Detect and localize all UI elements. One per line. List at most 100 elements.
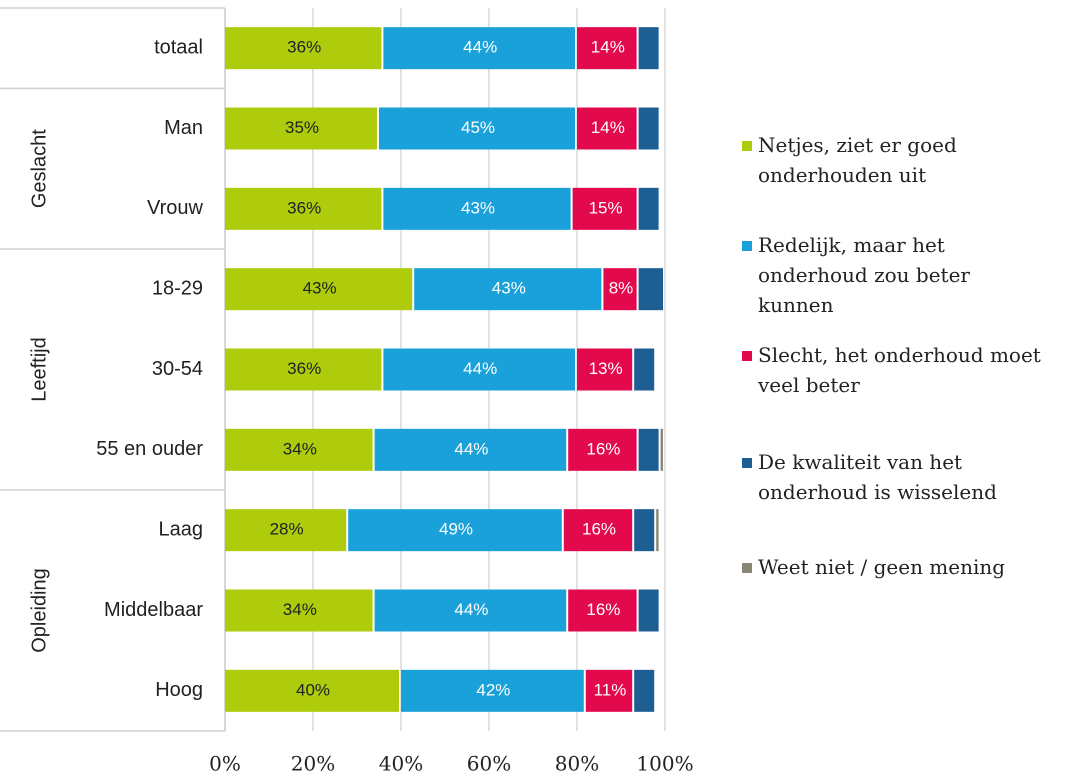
- x-tick-label: 80%: [555, 752, 599, 773]
- bar-segment: [568, 589, 637, 632]
- legend-label: De kwaliteit van het onderhoud is wissel…: [758, 450, 997, 504]
- legend-swatch: [742, 141, 752, 151]
- data-label: 11%: [594, 680, 627, 699]
- bar-segment: [634, 348, 655, 391]
- data-label: 16%: [586, 439, 620, 458]
- bar-segment: [383, 348, 575, 391]
- bar-segment: [414, 268, 602, 311]
- bar-segment: [401, 669, 584, 712]
- bar-segment: [225, 268, 413, 311]
- data-label: 42%: [476, 680, 510, 699]
- data-label: 43%: [492, 279, 526, 298]
- data-label: 14%: [591, 118, 625, 137]
- x-tick-label: 20%: [291, 752, 335, 773]
- y-tick-label: Vrouw: [147, 197, 204, 219]
- bar-segment: [634, 669, 655, 712]
- data-label: 34%: [283, 439, 317, 458]
- data-label: 15%: [589, 198, 623, 217]
- legend-swatch: [742, 563, 752, 573]
- data-label: 16%: [582, 520, 616, 539]
- data-label: 36%: [287, 38, 321, 57]
- bar-segment: [577, 27, 637, 70]
- data-label: 16%: [586, 600, 620, 619]
- bar-segment: [225, 428, 373, 471]
- bar-segment: [383, 27, 575, 70]
- x-tick-label: 100%: [636, 752, 693, 773]
- bar-segment: [577, 107, 637, 150]
- bar-segment: [638, 428, 659, 471]
- data-label: 43%: [303, 279, 337, 298]
- bar-segment: [225, 509, 347, 552]
- bar-segment: [638, 187, 659, 230]
- y-tick-label: 18-29: [152, 277, 203, 299]
- legend-swatch: [742, 458, 752, 468]
- bar-segment: [374, 428, 567, 471]
- data-label: 34%: [283, 600, 317, 619]
- data-label: 36%: [287, 198, 321, 217]
- x-tick-label: 40%: [379, 752, 423, 773]
- data-label: 44%: [463, 359, 497, 378]
- legend-item: Weet niet / geen mening: [742, 552, 1048, 582]
- bar-segment: [383, 187, 571, 230]
- legend-item: Slecht, het onderhoud moet veel beter: [742, 340, 1048, 400]
- group-label: Leeftijd: [28, 337, 50, 402]
- bar-segment: [634, 509, 655, 552]
- legend-swatch: [742, 241, 752, 251]
- y-tick-label: Man: [164, 117, 203, 139]
- y-tick-label: 55 en ouder: [96, 438, 203, 460]
- bar-segment: [638, 268, 663, 311]
- x-tick-label: 0%: [209, 752, 241, 773]
- bar-segment: [563, 509, 633, 552]
- bar-segment: [660, 428, 663, 471]
- data-label: 44%: [463, 38, 497, 57]
- y-tick-label: Laag: [159, 518, 204, 540]
- bar-segment: [572, 187, 637, 230]
- data-label: 45%: [461, 118, 495, 137]
- legend-swatch: [742, 351, 752, 361]
- data-label: 44%: [454, 600, 488, 619]
- y-tick-label: Middelbaar: [104, 599, 203, 621]
- bar-segment: [225, 348, 382, 391]
- data-label: 35%: [285, 118, 319, 137]
- data-label: 49%: [439, 520, 473, 539]
- group-label: Geslacht: [28, 129, 50, 208]
- bar-segment: [225, 669, 399, 712]
- data-label: 13%: [589, 359, 623, 378]
- data-label: 14%: [591, 38, 625, 57]
- legend-label: Redelijk, maar het onderhoud zou beter k…: [758, 233, 970, 317]
- y-tick-label: 30-54: [152, 358, 203, 380]
- legend-label: Netjes, ziet er goed onderhouden uit: [758, 133, 957, 187]
- data-label: 43%: [461, 198, 495, 217]
- group-label: Opleiding: [28, 568, 50, 653]
- bar-segment: [603, 268, 637, 311]
- data-label: 44%: [454, 439, 488, 458]
- chart: 0% 20% 40% 60% 80% 100% Geslacht Leeftijd Opleid…: [0, 7, 694, 773]
- legend-item: Redelijk, maar het onderhoud zou beter k…: [742, 230, 1048, 320]
- bar-segment: [225, 107, 377, 150]
- legend-label: Weet niet / geen mening: [758, 555, 1006, 579]
- legend-label: Slecht, het onderhoud moet veel beter: [758, 343, 1041, 397]
- bar-segment: [638, 589, 659, 632]
- bar-segment: [577, 348, 633, 391]
- bar-segment: [568, 428, 637, 471]
- bar-segment: [348, 509, 562, 552]
- bar-segment: [225, 187, 382, 230]
- y-tick-label: totaal: [154, 36, 203, 58]
- y-tick-label: Hoog: [155, 679, 203, 701]
- bar-segment: [225, 27, 382, 70]
- data-label: 28%: [270, 520, 304, 539]
- legend-item: De kwaliteit van het onderhoud is wissel…: [742, 447, 1048, 507]
- bar-segment: [638, 107, 659, 150]
- data-label: 8%: [609, 279, 634, 298]
- legend-item: Netjes, ziet er goed onderhouden uit: [742, 130, 1048, 190]
- bar-segment: [379, 107, 575, 150]
- bar-segment: [656, 509, 659, 552]
- bar-segment: [225, 589, 373, 632]
- data-label: 36%: [287, 359, 321, 378]
- data-label: 40%: [296, 680, 330, 699]
- bar-segment: [638, 27, 659, 70]
- bar-segment: [374, 589, 567, 632]
- x-tick-label: 60%: [467, 752, 511, 773]
- bar-segment: [585, 669, 633, 712]
